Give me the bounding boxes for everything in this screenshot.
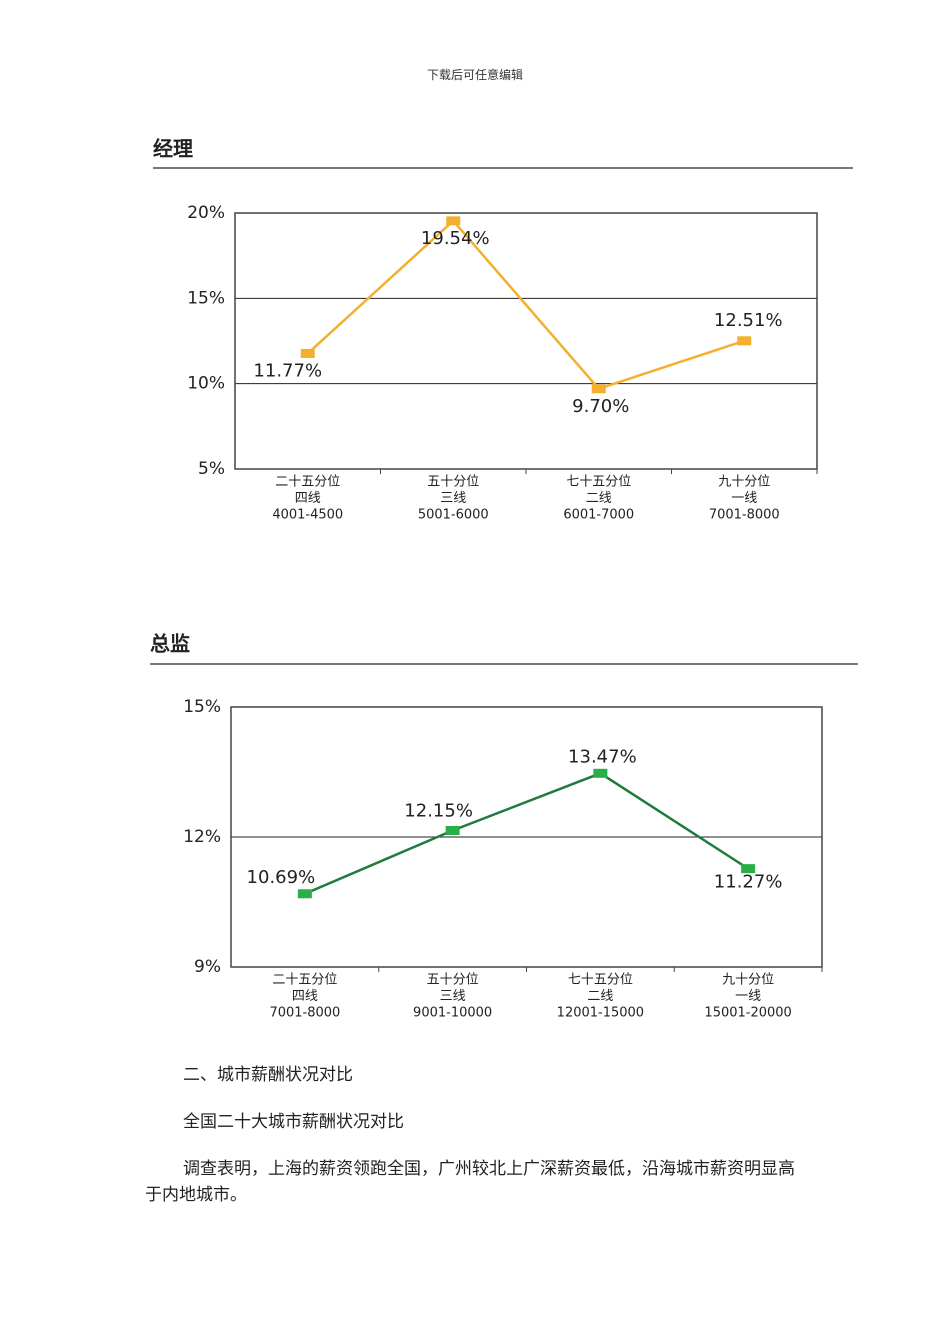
value-label: 10.69% — [247, 867, 316, 888]
y-tick-label: 15% — [187, 288, 225, 308]
x-tick-label: 二十五分位 — [272, 973, 337, 988]
x-tick-label: 七十五分位 — [568, 973, 633, 988]
x-tick-label: 九十分位 — [718, 475, 770, 490]
x-tick-label: 4001-4500 — [272, 508, 343, 523]
y-tick-label: 15% — [183, 697, 221, 717]
value-label: 9.70% — [572, 396, 629, 417]
x-tick-label: 五十分位 — [427, 973, 479, 988]
x-tick-label: 7001-8000 — [709, 508, 780, 523]
paragraph: 全国二十大城市薪酬状况对比 — [183, 1112, 404, 1132]
x-tick-label: 九十分位 — [722, 973, 774, 988]
y-tick-label: 10% — [187, 374, 225, 394]
line — [304, 771, 749, 895]
value-label: 19.54% — [421, 228, 490, 249]
x-tick-label: 一线 — [731, 491, 757, 506]
value-label: 12.51% — [714, 310, 783, 331]
paragraph: 二、城市薪酬状况对比 — [183, 1065, 353, 1085]
x-tick-label: 二线 — [586, 491, 612, 506]
x-tick-label: 一线 — [735, 989, 761, 1004]
marker — [300, 348, 315, 358]
y-tick-label: 9% — [194, 957, 221, 977]
paragraph: 调查表明，上海的薪资领跑全国，广州较北上广深薪资最低，沿海城市薪资明显高于内地城… — [145, 1159, 795, 1205]
x-tick-label: 6001-7000 — [563, 508, 634, 523]
y-tick-label: 5% — [198, 459, 225, 479]
x-tick-label: 五十分位 — [427, 475, 479, 490]
marker — [741, 864, 756, 874]
section-title: 总监 — [150, 632, 190, 656]
value-label: 13.47% — [568, 746, 637, 767]
line — [306, 219, 745, 391]
x-tick-label: 三线 — [440, 491, 466, 506]
marker — [593, 768, 608, 778]
value-label: 11.77% — [253, 360, 322, 381]
x-tick-label: 15001-20000 — [704, 1006, 791, 1021]
marker — [297, 889, 312, 899]
x-tick-label: 5001-6000 — [418, 508, 489, 523]
x-tick-label: 12001-15000 — [557, 1006, 644, 1021]
section-title: 经理 — [153, 137, 193, 161]
y-tick-label: 20% — [187, 203, 225, 223]
x-tick-label: 四线 — [295, 491, 321, 506]
header-note: 下载后可任意编辑 — [426, 68, 523, 82]
x-tick-label: 二十五分位 — [275, 475, 340, 490]
marker — [591, 384, 606, 394]
x-tick-label: 七十五分位 — [566, 475, 631, 490]
value-label: 12.15% — [404, 801, 473, 822]
marker — [445, 826, 460, 835]
marker — [737, 336, 752, 346]
x-tick-label: 7001-8000 — [269, 1006, 340, 1021]
x-tick-label: 四线 — [292, 989, 318, 1004]
marker — [446, 216, 461, 226]
x-tick-label: 二线 — [587, 989, 613, 1004]
value-label: 11.27% — [714, 872, 783, 893]
y-tick-label: 12% — [183, 827, 221, 847]
x-tick-label: 9001-10000 — [413, 1006, 492, 1021]
x-tick-label: 三线 — [440, 989, 466, 1004]
